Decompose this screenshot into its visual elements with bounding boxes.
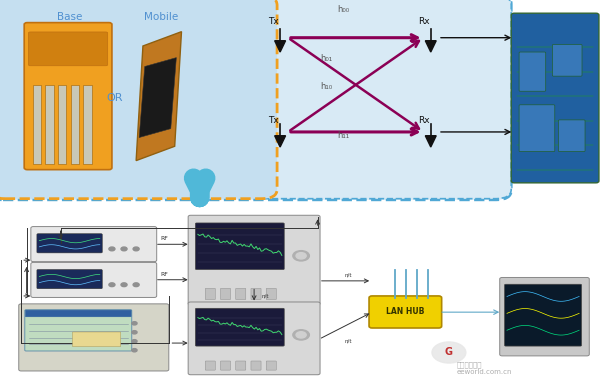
FancyBboxPatch shape (266, 288, 276, 299)
Text: Rx: Rx (417, 116, 430, 125)
FancyBboxPatch shape (83, 85, 92, 164)
Text: Base: Base (57, 12, 82, 22)
Circle shape (132, 349, 137, 352)
Circle shape (293, 330, 309, 340)
FancyBboxPatch shape (251, 361, 261, 370)
Polygon shape (275, 41, 286, 52)
FancyBboxPatch shape (236, 361, 246, 370)
FancyBboxPatch shape (25, 310, 131, 317)
FancyBboxPatch shape (188, 215, 320, 305)
FancyBboxPatch shape (0, 0, 277, 199)
FancyBboxPatch shape (369, 296, 442, 328)
Circle shape (121, 283, 127, 287)
FancyBboxPatch shape (511, 13, 599, 183)
FancyBboxPatch shape (45, 85, 54, 164)
Circle shape (132, 331, 137, 334)
FancyBboxPatch shape (248, 0, 511, 199)
FancyBboxPatch shape (519, 52, 546, 91)
Text: n/t: n/t (261, 293, 269, 299)
FancyBboxPatch shape (31, 227, 157, 262)
FancyBboxPatch shape (58, 85, 67, 164)
Circle shape (296, 253, 306, 259)
FancyBboxPatch shape (25, 310, 132, 351)
Text: h₀₀: h₀₀ (338, 5, 350, 14)
FancyBboxPatch shape (37, 234, 102, 253)
FancyBboxPatch shape (552, 44, 582, 76)
FancyBboxPatch shape (73, 332, 121, 346)
FancyBboxPatch shape (236, 288, 246, 299)
Text: h₁₀: h₁₀ (321, 82, 333, 91)
FancyBboxPatch shape (71, 85, 79, 164)
Circle shape (293, 251, 309, 261)
Circle shape (296, 332, 306, 338)
Text: Tx: Tx (268, 17, 279, 26)
Text: RF: RF (160, 272, 169, 277)
Text: LAN HUB: LAN HUB (386, 308, 425, 316)
FancyBboxPatch shape (519, 105, 555, 152)
FancyBboxPatch shape (24, 23, 112, 170)
Circle shape (109, 247, 115, 251)
Text: h₁₁: h₁₁ (338, 131, 350, 140)
Polygon shape (275, 136, 286, 147)
Text: Mobile: Mobile (145, 12, 178, 22)
FancyBboxPatch shape (558, 120, 585, 152)
Polygon shape (136, 32, 182, 161)
Circle shape (109, 283, 115, 287)
FancyBboxPatch shape (251, 288, 261, 299)
Text: G: G (445, 348, 453, 357)
Text: OR: OR (106, 93, 123, 103)
Text: Tx: Tx (268, 116, 279, 125)
FancyBboxPatch shape (0, 0, 511, 200)
FancyBboxPatch shape (31, 262, 157, 297)
Polygon shape (425, 41, 436, 52)
Circle shape (132, 322, 137, 325)
Text: h₀₁: h₀₁ (321, 54, 333, 63)
Text: n/t: n/t (344, 338, 352, 343)
FancyBboxPatch shape (188, 302, 320, 375)
FancyBboxPatch shape (195, 308, 284, 346)
FancyBboxPatch shape (220, 361, 231, 370)
Circle shape (133, 283, 139, 287)
Polygon shape (425, 136, 436, 147)
Circle shape (432, 342, 466, 363)
Circle shape (132, 340, 137, 343)
FancyBboxPatch shape (500, 277, 589, 356)
FancyBboxPatch shape (33, 85, 41, 164)
Circle shape (133, 247, 139, 251)
FancyBboxPatch shape (205, 288, 215, 299)
FancyBboxPatch shape (195, 223, 284, 270)
FancyBboxPatch shape (28, 32, 108, 66)
Text: Rx: Rx (417, 17, 430, 26)
FancyBboxPatch shape (19, 304, 169, 371)
FancyBboxPatch shape (505, 284, 581, 346)
Text: 电子工程世界
eeworld.com.cn: 电子工程世界 eeworld.com.cn (457, 362, 512, 375)
FancyBboxPatch shape (205, 361, 215, 370)
Circle shape (121, 247, 127, 251)
Text: n/t: n/t (344, 273, 352, 278)
FancyBboxPatch shape (266, 361, 276, 370)
Polygon shape (139, 58, 177, 138)
Text: RF: RF (160, 236, 169, 241)
FancyBboxPatch shape (37, 270, 102, 289)
FancyBboxPatch shape (220, 288, 231, 299)
